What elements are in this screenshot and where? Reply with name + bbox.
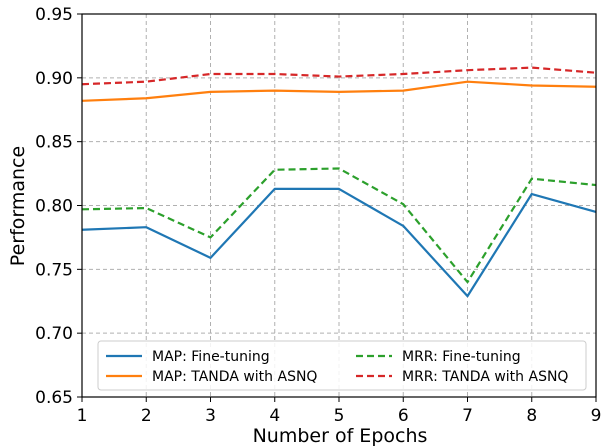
series-line-1 xyxy=(81,187,597,298)
y-tick-label: 0.70 xyxy=(35,324,73,344)
legend-box xyxy=(97,340,587,391)
x-tick-label: 3 xyxy=(205,406,216,426)
y-tick-label: 0.95 xyxy=(35,5,73,25)
x-tick-label: 6 xyxy=(398,406,409,426)
x-axis-label: Number of Epochs xyxy=(253,425,428,447)
y-tick-label: 0.85 xyxy=(35,133,73,153)
series-line-2 xyxy=(81,80,597,102)
legend-label: MAP: Fine-tuning xyxy=(152,349,270,365)
y-tick-label: 0.90 xyxy=(35,69,73,89)
series-line-3 xyxy=(81,167,597,284)
series-line-4 xyxy=(81,66,597,86)
y-tick-label: 0.80 xyxy=(35,197,73,217)
x-tick-label: 1 xyxy=(77,406,88,426)
x-tick-label: 5 xyxy=(334,406,345,426)
legend: MAP: Fine-tuning MAP: TANDA with ASNQ MRR:… xyxy=(97,340,587,391)
legend-label: MAP: TANDA with ASNQ xyxy=(152,369,317,385)
x-tick-label: 9 xyxy=(591,406,602,426)
x-tick-label: 8 xyxy=(526,406,537,426)
y-tick-label: 0.75 xyxy=(35,260,73,280)
series-lines xyxy=(81,66,597,298)
axis-ticks: 1 2 3 4 5 6 7 8 9 0.65 0.70 0.75 0.80 0.85 0.90 0.95 xyxy=(35,5,601,426)
y-axis-label: Performance xyxy=(7,146,29,266)
x-tick-label: 7 xyxy=(462,406,473,426)
x-tick-label: 2 xyxy=(141,406,152,426)
grid xyxy=(81,13,597,398)
x-tick-label: 4 xyxy=(269,406,280,426)
legend-label: MRR: Fine-tuning xyxy=(402,349,521,365)
y-tick-label: 0.65 xyxy=(35,388,73,408)
legend-label: MRR: TANDA with ASNQ xyxy=(402,369,568,385)
